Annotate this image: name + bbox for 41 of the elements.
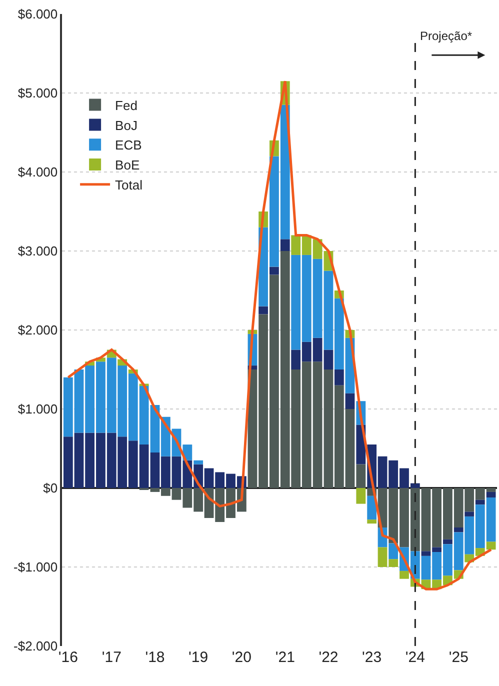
x-tick-label: '23 [362, 649, 382, 666]
legend-label: BoE [115, 158, 140, 173]
bar [280, 239, 290, 251]
bar [367, 520, 377, 524]
y-tick-label: $3.000 [18, 244, 58, 259]
x-tick-label: '19 [188, 649, 208, 666]
bar [400, 570, 409, 579]
bar [334, 370, 344, 386]
x-tick-label: '20 [232, 649, 252, 666]
bar [356, 488, 366, 504]
bar [475, 500, 485, 505]
y-tick-label: $4.000 [18, 164, 58, 180]
y-tick-label: $6.000 [18, 6, 58, 22]
legend-label: BoJ [115, 118, 138, 133]
bar [443, 539, 452, 544]
x-tick-label: '22 [318, 649, 338, 666]
x-tick-label: '21 [275, 649, 295, 666]
bar [454, 528, 464, 532]
ref-line-label: Projeção* [420, 29, 472, 43]
y-tick-label: $1.000 [18, 402, 58, 417]
x-tick-label: '18 [145, 649, 165, 666]
bar [258, 306, 268, 314]
legend-label: ECB [115, 138, 142, 153]
y-tick-label: $0 [43, 480, 58, 496]
legend-label: Total [115, 177, 143, 192]
x-tick-label: '24 [405, 649, 425, 666]
x-tick-label: '25 [448, 649, 468, 666]
bar [367, 496, 377, 520]
x-tick-label: '17 [102, 649, 122, 666]
bar [464, 512, 474, 516]
bar [345, 393, 355, 409]
x-tick-label: '16 [58, 649, 78, 666]
y-tick-label: $2.000 [18, 322, 58, 338]
bar [486, 492, 496, 498]
y-tick-label: -$2.000 [14, 638, 58, 654]
y-tick-label: $5.000 [18, 86, 58, 101]
line-series [66, 80, 492, 590]
bar [270, 266, 279, 275]
bar [194, 460, 204, 464]
legend-label: Fed [115, 98, 138, 113]
y-tick-label: -$1.000 [14, 560, 58, 575]
